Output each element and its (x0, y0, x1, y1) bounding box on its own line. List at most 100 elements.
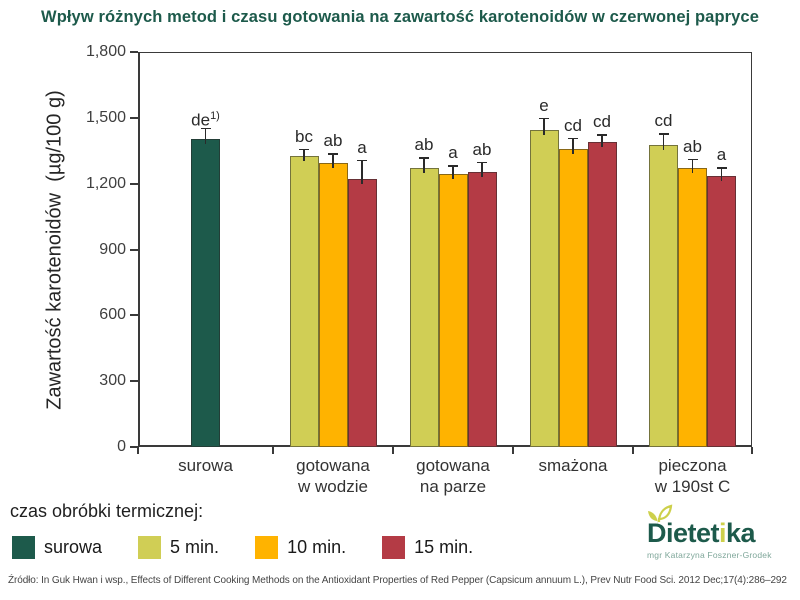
y-axis-tick (130, 51, 138, 53)
significance-label: cd (593, 112, 611, 132)
logo-subtitle: mgr Katarzyna Foszner-Grodek (647, 550, 772, 560)
bar-smażona-10-min (558, 148, 588, 447)
significance-label: bc (295, 126, 313, 146)
error-bar-cap (328, 153, 338, 155)
legend-item-10-min: 10 min. (255, 536, 346, 559)
legend-swatch-15-min (382, 536, 406, 559)
category-label: gotowana w wodzie (296, 456, 370, 496)
x-axis-tick (632, 447, 634, 454)
legend-label: 5 min. (170, 537, 220, 557)
error-bar-cap (299, 148, 309, 151)
error-bar (204, 128, 207, 144)
x-axis-tick (137, 447, 139, 454)
bar-smażona-15-min (587, 141, 617, 447)
logo-text-2: ka (726, 518, 756, 548)
x-axis-tick (512, 447, 514, 454)
legend-swatch-5-min (138, 536, 162, 559)
error-bar (601, 135, 603, 147)
error-bar (303, 149, 305, 162)
significance-label: ab (683, 136, 702, 156)
error-bar-cap (539, 117, 549, 120)
error-bar-cap (597, 134, 607, 136)
significance-label: e (539, 95, 549, 115)
dietetika-logo: Dietetika mgr Katarzyna Foszner-Grodek (645, 504, 790, 564)
legend-label: 15 min. (414, 537, 474, 557)
y-tick-label: 1,800 (85, 43, 126, 60)
bar-gotowana-na-parze-5-min (409, 168, 439, 447)
category-label: pieczona w 190st C (654, 456, 731, 496)
legend-label: 10 min. (287, 537, 347, 557)
sprout-icon (648, 504, 673, 525)
error-bar-cap (568, 137, 578, 140)
y-tick-label: 0 (117, 438, 126, 455)
error-bar (481, 162, 483, 177)
category-label: gotowana na parze (416, 456, 490, 496)
error-bar (662, 134, 665, 151)
bar-gotowana-w-wodzie-15-min (347, 179, 377, 447)
error-bar-cap (716, 167, 727, 169)
significance-label: ab (414, 135, 434, 155)
error-bar (452, 166, 454, 179)
error-bar-cap (419, 157, 429, 159)
significance-label: a (716, 145, 727, 165)
bar-pieczona-w-190st-C-15-min (707, 175, 736, 447)
category-label: smażona (538, 456, 608, 475)
legend-swatch-surowa (12, 536, 35, 559)
bar-pieczona-w-190st-C-10-min (678, 168, 707, 447)
y-tick-label: 1,200 (85, 174, 126, 192)
category-label: surowa (178, 456, 233, 475)
y-axis-tick (130, 116, 138, 119)
bar-surowa-surowa (191, 138, 220, 447)
error-bar-cap (658, 133, 669, 135)
y-tick-label: 1,500 (85, 108, 126, 126)
bar-gotowana-w-wodzie-5-min (289, 156, 319, 447)
source-citation: Źródło: In Guk Hwan i wsp., Effects of D… (8, 575, 787, 586)
y-axis-tick (130, 182, 138, 185)
error-bar (720, 168, 723, 181)
significance-label: ab (472, 139, 492, 159)
legend-item-15-min: 15 min. (382, 536, 473, 559)
legend: surowa 5 min. 10 min. 15 min. (12, 536, 509, 559)
error-bar (543, 118, 545, 135)
bar-gotowana-na-parze-10-min (438, 173, 468, 447)
y-tick-label: 300 (99, 372, 126, 390)
error-bar-cap (448, 165, 458, 167)
error-bar (332, 154, 334, 168)
error-bar-cap (357, 159, 367, 162)
error-bar (423, 158, 425, 174)
error-bar (572, 138, 574, 154)
significance-label: a (357, 137, 367, 157)
legend-title: czas obróbki termicznej: (10, 501, 204, 521)
x-axis-tick (751, 447, 753, 454)
bar-pieczona-w-190st-C-5-min (649, 145, 678, 447)
error-bar-cap (477, 161, 487, 164)
chart-title: Wpływ różnych metod i czasu gotowania na… (41, 8, 759, 26)
significance-label: ab (323, 131, 343, 151)
y-tick-label: 900 (99, 240, 126, 258)
legend-label: surowa (44, 537, 103, 557)
bar-gotowana-na-parze-15-min (467, 171, 497, 447)
error-bar (691, 159, 694, 174)
y-axis-tick (130, 314, 138, 317)
bar-smażona-5-min (529, 129, 559, 447)
error-bar-cap (200, 127, 211, 130)
error-bar (361, 160, 363, 185)
y-axis-tick (130, 446, 138, 448)
logo-wordmark: Dietetika (647, 518, 756, 549)
significance-label: cd (654, 111, 673, 131)
significance-label: de1) (191, 109, 220, 130)
y-axis-tick (130, 380, 138, 383)
logo-text-1: Dietet (647, 518, 720, 548)
legend-swatch-10-min (255, 536, 279, 559)
significance-label: cd (564, 115, 582, 135)
y-axis-tick (130, 248, 138, 251)
bar-gotowana-w-wodzie-10-min (318, 162, 348, 447)
error-bar-cap (687, 158, 698, 161)
significance-label: a (448, 143, 458, 163)
x-axis-tick (392, 447, 394, 454)
legend-item-surowa: surowa (12, 536, 102, 559)
y-tick-label: 600 (99, 306, 126, 324)
logo-text-accent: i (719, 518, 727, 548)
legend-item-5-min: 5 min. (138, 536, 219, 559)
